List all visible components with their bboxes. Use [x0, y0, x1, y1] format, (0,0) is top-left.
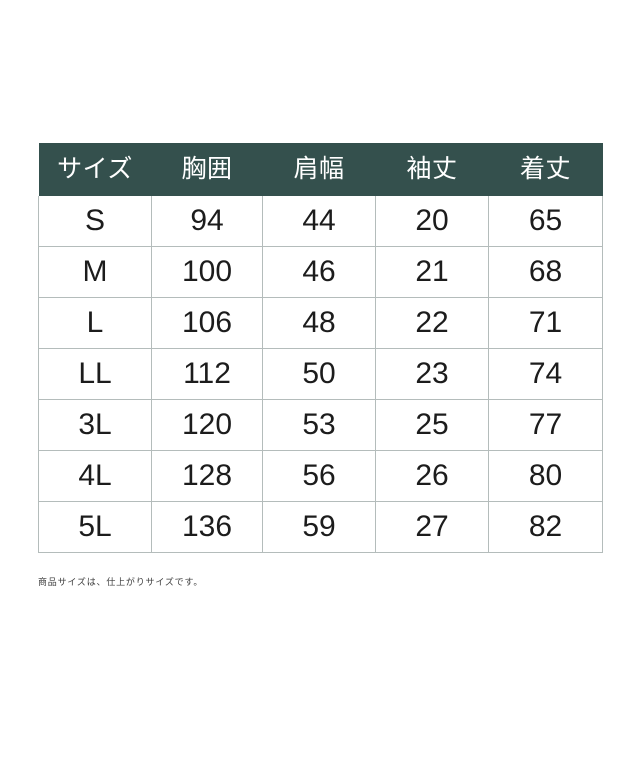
- table-header-row: サイズ 胸囲 肩幅 袖丈 着丈: [38, 143, 603, 196]
- cell-sleeve: 22: [375, 297, 489, 349]
- cell-length: 68: [488, 246, 603, 298]
- cell-size: 4L: [38, 450, 152, 502]
- cell-chest: 112: [151, 348, 263, 400]
- cell-size: 5L: [38, 501, 152, 553]
- size-chart-container: サイズ 胸囲 肩幅 袖丈 着丈 S 94 44 20 65 M 100: [38, 143, 603, 553]
- table-row: 3L 120 53 25 77: [38, 399, 603, 451]
- cell-length: 82: [488, 501, 603, 553]
- size-table-body: S 94 44 20 65 M 100 46 21 68 L 106 48: [38, 196, 603, 553]
- column-header-chest: 胸囲: [151, 143, 263, 196]
- cell-length: 65: [488, 196, 603, 247]
- column-header-size: サイズ: [38, 143, 152, 196]
- cell-chest: 136: [151, 501, 263, 553]
- cell-sleeve: 25: [375, 399, 489, 451]
- cell-sleeve: 27: [375, 501, 489, 553]
- cell-shoulder: 59: [262, 501, 376, 553]
- cell-length: 71: [488, 297, 603, 349]
- table-row: LL 112 50 23 74: [38, 348, 603, 400]
- table-row: L 106 48 22 71: [38, 297, 603, 349]
- cell-sleeve: 23: [375, 348, 489, 400]
- size-table: サイズ 胸囲 肩幅 袖丈 着丈 S 94 44 20 65 M 100: [38, 143, 603, 553]
- size-table-head: サイズ 胸囲 肩幅 袖丈 着丈: [38, 143, 603, 196]
- cell-shoulder: 46: [262, 246, 376, 298]
- cell-length: 77: [488, 399, 603, 451]
- cell-size: M: [38, 246, 152, 298]
- cell-chest: 94: [151, 196, 263, 247]
- table-row: S 94 44 20 65: [38, 196, 603, 247]
- cell-size: 3L: [38, 399, 152, 451]
- cell-chest: 106: [151, 297, 263, 349]
- cell-length: 74: [488, 348, 603, 400]
- cell-chest: 128: [151, 450, 263, 502]
- cell-size: LL: [38, 348, 152, 400]
- cell-sleeve: 20: [375, 196, 489, 247]
- cell-shoulder: 50: [262, 348, 376, 400]
- cell-length: 80: [488, 450, 603, 502]
- cell-shoulder: 44: [262, 196, 376, 247]
- column-header-length: 着丈: [488, 143, 603, 196]
- cell-shoulder: 56: [262, 450, 376, 502]
- table-footnote: 商品サイズは、仕上がりサイズです。: [38, 577, 204, 587]
- column-header-sleeve: 袖丈: [375, 143, 489, 196]
- table-row: 4L 128 56 26 80: [38, 450, 603, 502]
- cell-shoulder: 48: [262, 297, 376, 349]
- cell-chest: 100: [151, 246, 263, 298]
- cell-size: S: [38, 196, 152, 247]
- table-row: 5L 136 59 27 82: [38, 501, 603, 553]
- cell-sleeve: 26: [375, 450, 489, 502]
- cell-size: L: [38, 297, 152, 349]
- cell-sleeve: 21: [375, 246, 489, 298]
- table-row: M 100 46 21 68: [38, 246, 603, 298]
- column-header-shoulder: 肩幅: [262, 143, 376, 196]
- cell-chest: 120: [151, 399, 263, 451]
- cell-shoulder: 53: [262, 399, 376, 451]
